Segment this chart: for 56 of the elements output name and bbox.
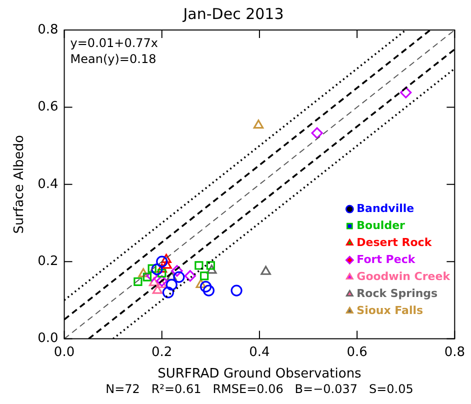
legend-label: Boulder xyxy=(356,218,406,232)
point xyxy=(200,272,209,280)
point xyxy=(206,264,217,274)
point xyxy=(148,277,160,286)
point xyxy=(146,270,158,282)
y-tick-label: 0.6 xyxy=(38,100,58,115)
text: N=72 R²=0.61 RMSE=0.06 B=−0.037 S=0.05 xyxy=(106,382,414,396)
legend-label: Goodwin Creek xyxy=(356,270,451,283)
point xyxy=(173,271,185,283)
point xyxy=(162,286,174,298)
point xyxy=(260,266,271,275)
point xyxy=(162,260,172,269)
point xyxy=(134,277,142,286)
point xyxy=(202,284,215,296)
point xyxy=(166,271,177,280)
y-axis-title: Surface Albedo xyxy=(12,135,28,234)
annotation: Mean(y)=0.18 xyxy=(70,52,156,66)
point xyxy=(171,265,183,277)
point xyxy=(156,264,167,273)
point xyxy=(200,280,212,292)
point xyxy=(166,278,178,291)
point xyxy=(206,261,216,270)
x-tick-label: 0.4 xyxy=(249,344,270,360)
point xyxy=(194,261,204,270)
point xyxy=(152,284,163,294)
legend-label: Bandville xyxy=(356,202,414,215)
legend-label: Rock Springs xyxy=(356,286,438,300)
y-tick-label: 0.0 xyxy=(38,331,58,346)
x-tick-label: 0.2 xyxy=(152,344,172,360)
point xyxy=(156,275,168,287)
legend-label: Desert Rock xyxy=(356,236,432,249)
x-axis-title: SURFRAD Ground Observations xyxy=(158,366,362,382)
y-tick-label: 0.8 xyxy=(38,22,58,38)
legend-label: Sioux Falls xyxy=(356,304,424,317)
point xyxy=(253,120,264,129)
point xyxy=(151,264,163,276)
annotation: y=0.01+0.77x xyxy=(70,36,158,50)
y-tick-label: 0.2 xyxy=(38,254,58,269)
x-tick-label: 0.0 xyxy=(54,344,75,360)
y-tick-label: 0.4 xyxy=(38,176,58,192)
point xyxy=(184,270,196,282)
point xyxy=(161,254,172,263)
point xyxy=(156,256,168,268)
legend-label: Fort Peck xyxy=(356,252,416,266)
point xyxy=(148,264,156,273)
x-tick-label: 0.6 xyxy=(346,344,368,360)
point xyxy=(196,278,206,288)
point xyxy=(311,127,323,139)
point xyxy=(142,272,152,282)
point xyxy=(400,86,412,98)
point xyxy=(158,268,166,278)
chart-title: Jan-Dec 2013 xyxy=(182,4,284,23)
point xyxy=(138,268,148,278)
x-tick-label: 0.8 xyxy=(444,344,466,360)
point xyxy=(156,278,167,288)
point xyxy=(230,284,242,296)
